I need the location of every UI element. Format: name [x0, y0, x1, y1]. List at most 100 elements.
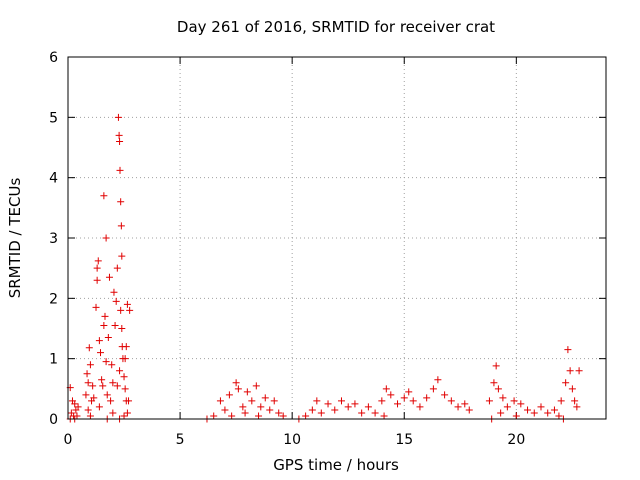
y-tick-label: 0 — [49, 412, 58, 428]
data-point — [434, 376, 442, 384]
data-point — [102, 358, 110, 366]
data-point — [102, 234, 110, 242]
data-point — [331, 406, 339, 414]
data-point — [111, 321, 119, 329]
data-point — [110, 288, 118, 296]
data-point — [266, 406, 274, 414]
data-point — [512, 412, 520, 420]
data-point — [120, 412, 128, 420]
data-point — [261, 394, 269, 402]
data-point — [537, 403, 545, 411]
data-point — [118, 252, 126, 260]
data-point — [94, 257, 102, 265]
data-point — [126, 306, 134, 314]
data-point — [416, 403, 424, 411]
x-tick-label: 15 — [395, 432, 413, 448]
y-tick-label: 4 — [49, 171, 58, 187]
data-point — [121, 355, 129, 363]
x-tick-label: 5 — [176, 432, 185, 448]
data-point — [98, 376, 106, 384]
data-point — [344, 403, 352, 411]
y-tick-label: 2 — [49, 291, 58, 307]
data-point — [382, 385, 390, 393]
data-point — [105, 273, 113, 281]
data-point — [104, 334, 112, 342]
data-point — [116, 137, 124, 145]
data-point — [313, 397, 321, 405]
y-tick-label: 5 — [49, 110, 58, 126]
x-tick-label: 0 — [64, 432, 73, 448]
data-point — [116, 166, 124, 174]
data-point — [122, 343, 130, 351]
data-point — [114, 113, 122, 121]
data-point — [358, 409, 366, 417]
y-tick-label: 6 — [49, 50, 58, 66]
chart-title: Day 261 of 2016, SRMTID for receiver cra… — [177, 18, 495, 36]
data-point — [490, 379, 498, 387]
data-point — [113, 264, 121, 272]
data-point — [510, 397, 518, 405]
data-point — [100, 192, 108, 200]
data-point — [465, 406, 473, 414]
data-point — [337, 397, 345, 405]
data-point — [454, 403, 462, 411]
data-point — [241, 409, 249, 417]
data-point — [97, 349, 105, 357]
data-point — [255, 412, 263, 420]
data-point — [371, 409, 379, 417]
data-point — [566, 367, 574, 375]
data-point — [387, 391, 395, 399]
data-point — [117, 198, 125, 206]
data-point — [351, 400, 359, 408]
data-point — [115, 131, 123, 139]
data-point — [257, 403, 265, 411]
data-point — [423, 394, 431, 402]
data-point — [109, 409, 117, 417]
data-point — [92, 303, 100, 311]
data-point — [302, 412, 310, 420]
y-tick-label: 1 — [49, 352, 58, 368]
data-point — [461, 400, 469, 408]
data-point — [394, 400, 402, 408]
data-point — [118, 325, 126, 332]
data-point — [101, 312, 109, 320]
data-point — [109, 379, 117, 387]
y-tick-label: 3 — [49, 231, 58, 247]
data-point — [84, 379, 92, 387]
data-point — [485, 397, 493, 405]
data-point — [107, 397, 115, 405]
data-point — [252, 382, 260, 390]
x-tick-label: 20 — [507, 432, 525, 448]
data-point — [216, 397, 224, 405]
data-point — [108, 361, 116, 369]
data-point — [123, 300, 131, 308]
data-point — [409, 397, 417, 405]
data-point — [429, 385, 437, 393]
data-point — [555, 412, 563, 420]
data-point — [517, 400, 525, 408]
data-point — [210, 412, 218, 420]
data-point — [234, 385, 242, 393]
data-point — [575, 367, 583, 375]
data-point — [503, 403, 511, 411]
data-point — [524, 406, 532, 414]
data-point — [530, 409, 538, 417]
data-point — [497, 409, 505, 417]
data-point — [89, 382, 97, 390]
data-point — [243, 388, 251, 396]
data-points — [66, 113, 583, 423]
grid-lines — [68, 57, 606, 419]
data-point — [378, 397, 386, 405]
data-point — [571, 397, 579, 405]
data-point — [324, 400, 332, 408]
data-point — [573, 403, 581, 411]
data-point — [232, 379, 240, 387]
data-point — [99, 382, 107, 390]
data-point — [275, 409, 283, 417]
data-point — [113, 382, 121, 390]
axis-ticks: 0 1 2 3 4 5 6 0 5 10 15 20 — [49, 50, 606, 448]
data-point — [568, 385, 576, 393]
data-point — [499, 394, 507, 402]
data-point — [103, 391, 111, 399]
